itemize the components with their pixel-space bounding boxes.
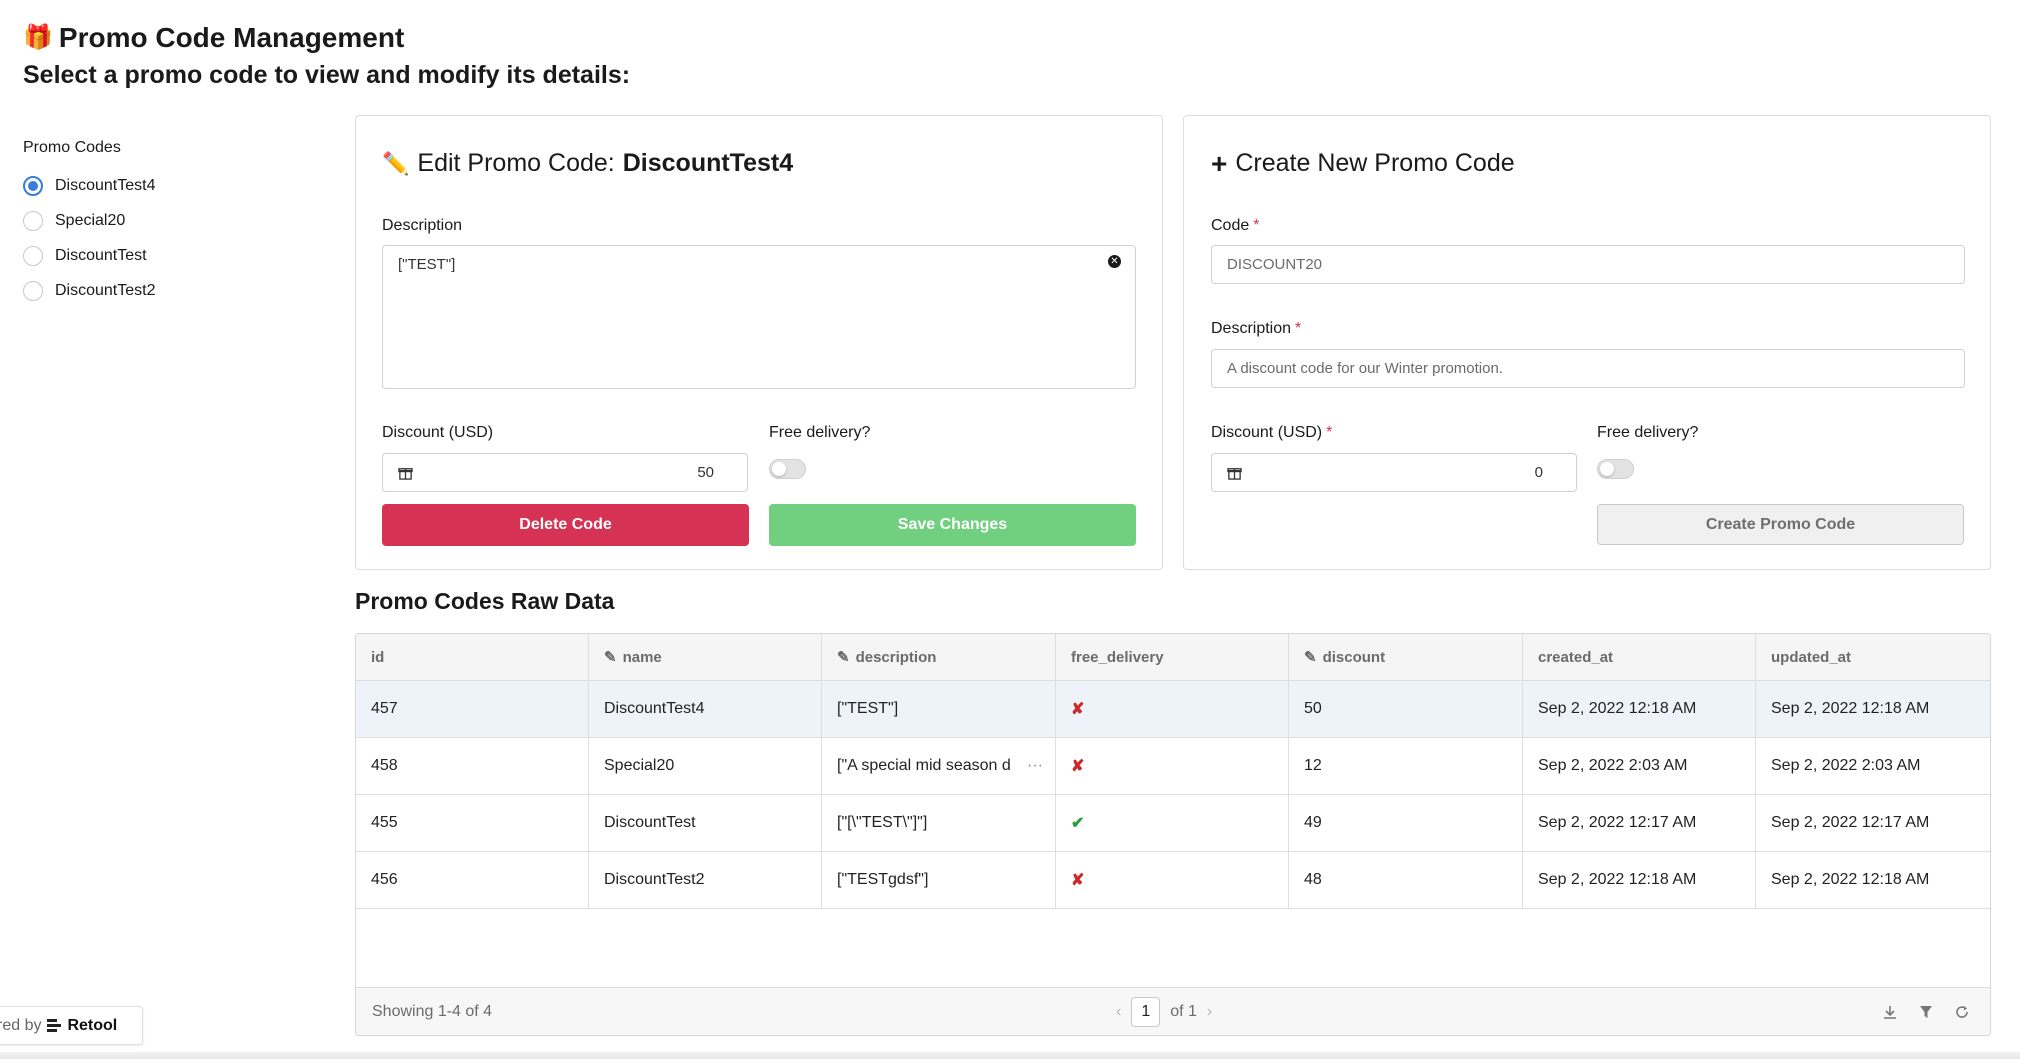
discount-value: 50 <box>697 464 714 481</box>
table-row[interactable]: 458 Special20 ["A special mid season d ·… <box>356 738 1990 795</box>
pagination-summary: Showing 1-4 of 4 <box>372 1002 493 1020</box>
refresh-icon[interactable] <box>1954 1004 1970 1020</box>
cross-icon: ✘ <box>1056 681 1289 737</box>
edit-panel-title: ✏️ Edit Promo Code: DiscountTest4 <box>382 149 794 177</box>
column-header-name[interactable]: ✎ name <box>589 634 822 680</box>
table-footer: Showing 1-4 of 4 ‹ 1 of 1 › <box>356 987 1990 1035</box>
cross-icon: ✘ <box>1056 852 1289 908</box>
page-subtitle: Select a promo code to view and modify i… <box>23 61 631 89</box>
create-promo-panel: + Create New Promo Code Code * DISCOUNT20… <box>1183 115 1991 570</box>
plus-icon: + <box>1211 147 1228 179</box>
create-free-delivery-toggle[interactable] <box>1597 459 1634 479</box>
prev-page-icon[interactable]: ‹ <box>1116 1002 1122 1020</box>
pagination: ‹ 1 of 1 › <box>1116 996 1213 1027</box>
create-description-label: Description * <box>1211 320 1302 337</box>
bottom-edge <box>0 1052 2020 1059</box>
powered-by-retool-badge[interactable]: red by Retool <box>0 1006 143 1045</box>
create-promo-code-button[interactable]: Create Promo Code <box>1597 504 1964 545</box>
table-title: Promo Codes Raw Data <box>355 588 615 614</box>
table-actions <box>1882 1004 1970 1020</box>
more-icon[interactable]: ··· <box>1027 757 1043 774</box>
pencil-icon: ✏️ <box>382 150 410 176</box>
radio-option-discounttest[interactable]: DiscountTest <box>23 246 147 266</box>
page-title: 🎁 Promo Code Management <box>23 22 404 54</box>
code-input[interactable]: DISCOUNT20 <box>1211 245 1965 284</box>
page-title-text: Promo Code Management <box>58 22 405 53</box>
retool-logo-icon <box>47 1019 62 1032</box>
create-description-input[interactable]: A discount code for our Winter promotion… <box>1211 349 1965 388</box>
create-discount-value: 0 <box>1534 464 1543 481</box>
code-label: Code * <box>1211 217 1260 234</box>
free-delivery-toggle[interactable] <box>769 459 806 479</box>
radio-option-special20[interactable]: Special20 <box>23 211 125 231</box>
radio-unchecked-icon[interactable] <box>23 281 43 301</box>
discount-input[interactable]: 50 <box>382 453 748 492</box>
promo-list-label: Promo Codes <box>23 139 121 156</box>
free-delivery-label: Free delivery? <box>769 424 871 441</box>
edit-pencil-icon: ✎ <box>1304 649 1317 666</box>
column-header-updated-at[interactable]: updated_at <box>1771 648 1852 666</box>
column-header-id[interactable]: id <box>356 634 589 680</box>
delete-code-button[interactable]: Delete Code <box>382 504 749 546</box>
next-page-icon[interactable]: › <box>1206 1002 1213 1020</box>
table-row[interactable]: 455 DiscountTest ["[\"TEST\"]"] ✔ 49 Sep… <box>356 795 1990 852</box>
create-panel-title: + Create New Promo Code <box>1211 147 1515 179</box>
table-header: id ✎ name ✎ description free_delivery ✎ dis… <box>356 634 1990 681</box>
radio-checked-icon[interactable] <box>23 176 43 196</box>
radio-option-discounttest2[interactable]: DiscountTest2 <box>23 281 156 301</box>
edit-code-name: DiscountTest4 <box>622 149 794 177</box>
column-header-free-delivery[interactable]: free_delivery <box>1056 634 1289 680</box>
gift-icon: 🎁 <box>23 24 53 51</box>
filter-icon[interactable] <box>1918 1004 1934 1020</box>
description-label: Description <box>382 217 463 234</box>
check-icon: ✔ <box>1056 795 1289 851</box>
gift-outline-icon <box>398 468 413 480</box>
edit-pencil-icon: ✎ <box>604 649 617 666</box>
create-free-delivery-label: Free delivery? <box>1597 424 1699 441</box>
table-row[interactable]: 457 DiscountTest4 ["TEST"] ✘ 50 Sep 2, 2… <box>356 681 1990 738</box>
description-textarea[interactable]: ["TEST"] ✕ <box>382 245 1136 389</box>
promo-codes-table: id ✎ name ✎ description free_delivery ✎ dis… <box>355 633 1991 1036</box>
radio-unchecked-icon[interactable] <box>23 246 43 266</box>
table-row[interactable]: 456 DiscountTest2 ["TESTgdsf"] ✘ 48 Sep … <box>356 852 1990 909</box>
page-number-input[interactable]: 1 <box>1131 996 1161 1027</box>
save-changes-button[interactable]: Save Changes <box>769 504 1136 546</box>
column-header-discount[interactable]: ✎ discount <box>1289 634 1523 680</box>
cross-icon: ✘ <box>1056 738 1289 794</box>
page-total: of 1 <box>1170 1002 1197 1020</box>
radio-option-discounttest4[interactable]: DiscountTest4 <box>23 176 156 196</box>
create-discount-input[interactable]: 0 <box>1211 453 1577 492</box>
edit-promo-panel: ✏️ Edit Promo Code: DiscountTest4 Descri… <box>355 115 1163 570</box>
edit-pencil-icon: ✎ <box>837 649 850 666</box>
radio-unchecked-icon[interactable] <box>23 211 43 231</box>
column-header-created-at[interactable]: created_at <box>1523 634 1756 680</box>
discount-label: Discount (USD) <box>382 424 494 441</box>
clear-icon[interactable]: ✕ <box>1108 255 1121 268</box>
create-discount-label: Discount (USD) * <box>1211 424 1333 441</box>
column-header-description[interactable]: ✎ description <box>822 634 1056 680</box>
gift-outline-icon <box>1227 468 1242 480</box>
download-icon[interactable] <box>1882 1004 1898 1020</box>
